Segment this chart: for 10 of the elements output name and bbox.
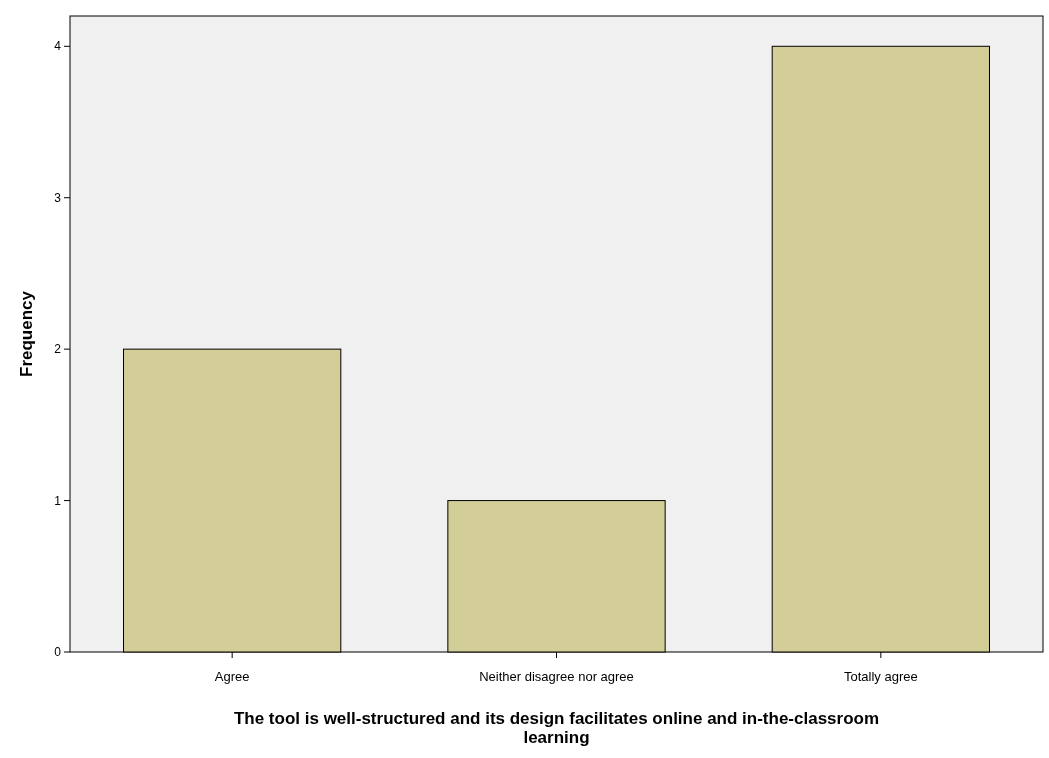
y-tick-label: 2 [54,342,62,357]
x-tick-label: Agree [214,669,250,684]
y-tick-label: 0 [54,645,62,660]
y-tick-label: 3 [54,190,62,205]
y-axis-title: Frequency [17,290,36,377]
y-tick-label: 1 [54,493,62,508]
x-tick-label: Neither disagree nor agree [479,669,634,684]
x-axis-title: The tool is well-structured and its design facilitates online and in-the-classroom learning [233,709,880,747]
x-tick-label: Totally agree [843,669,918,684]
y-tick-label: 4 [54,39,62,54]
